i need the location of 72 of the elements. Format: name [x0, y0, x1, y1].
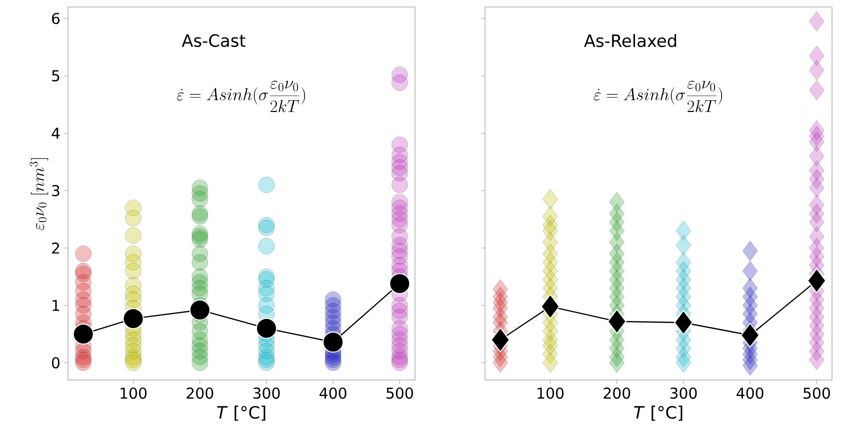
x-tick-label: 100	[120, 388, 147, 399]
x-tick-label: 200	[186, 388, 214, 399]
point	[122, 308, 144, 330]
point	[742, 240, 758, 262]
point	[125, 354, 142, 371]
point	[607, 308, 626, 334]
x-tick-label: 500	[804, 388, 830, 399]
point	[490, 327, 510, 352]
point	[676, 234, 692, 256]
x-axis-title: T [°C]	[217, 406, 266, 421]
annotation: As-Cast	[182, 34, 246, 47]
point	[75, 354, 92, 371]
point	[808, 46, 824, 66]
point	[192, 191, 208, 208]
point	[742, 355, 758, 376]
point	[542, 189, 558, 210]
y-tick-label: 5	[52, 70, 60, 82]
point	[256, 318, 277, 339]
point	[258, 176, 275, 194]
point	[391, 354, 408, 371]
point	[674, 310, 693, 336]
x-tick-label: 100	[538, 388, 564, 399]
point	[391, 74, 408, 91]
x-tick-label: 500	[386, 388, 413, 399]
x-tick-label: 300	[670, 388, 697, 399]
x-axis-title: T [°C]	[634, 406, 682, 421]
point	[740, 322, 760, 348]
annotation: $\dot{\varepsilon} = Asinh(\sigma\frac{\varepsilon_0\nu_0}{2kT})$	[594, 80, 722, 112]
annotation: $\dot{\varepsilon} = Asinh(\sigma\frac{\varepsilon_0\nu_0}{2kT})$	[176, 80, 306, 112]
point	[389, 273, 410, 294]
x-tick-label: 200	[604, 388, 630, 399]
point	[125, 210, 142, 226]
point	[808, 350, 824, 370]
point	[258, 220, 275, 236]
x-tick-label: 300	[253, 388, 280, 399]
point	[808, 178, 824, 198]
point	[125, 262, 142, 280]
point	[75, 246, 92, 262]
point	[808, 60, 824, 80]
point	[808, 146, 824, 166]
point	[192, 354, 208, 371]
y-tick-label: 2	[52, 242, 59, 254]
y-tick-label: 3	[52, 184, 60, 196]
point	[258, 238, 275, 254]
x-tick-label: 400	[320, 388, 346, 399]
x-tick-label: 400	[736, 388, 764, 399]
point	[192, 254, 208, 271]
point	[72, 324, 94, 345]
point	[189, 299, 210, 320]
y-tick-label: 1	[52, 300, 60, 311]
point	[540, 294, 560, 320]
point	[807, 268, 826, 294]
point	[808, 80, 824, 100]
point	[676, 352, 692, 373]
point	[322, 332, 344, 353]
point	[492, 352, 508, 373]
y-tick-label: 6	[52, 12, 60, 24]
y-axis-title: $\varepsilon_0\nu_0\ [nm^3]$	[30, 158, 48, 230]
point	[391, 176, 408, 194]
point	[808, 212, 824, 232]
y-tick-label: 0	[52, 357, 60, 368]
point	[192, 208, 208, 225]
point	[609, 352, 625, 373]
point	[542, 352, 558, 373]
point	[192, 231, 208, 248]
point	[742, 260, 758, 282]
point	[808, 11, 824, 32]
point	[125, 227, 142, 244]
point	[258, 354, 275, 371]
y-tick-label: 4	[52, 128, 60, 139]
annotation: As-Relaxed	[584, 34, 676, 48]
point	[324, 354, 342, 371]
